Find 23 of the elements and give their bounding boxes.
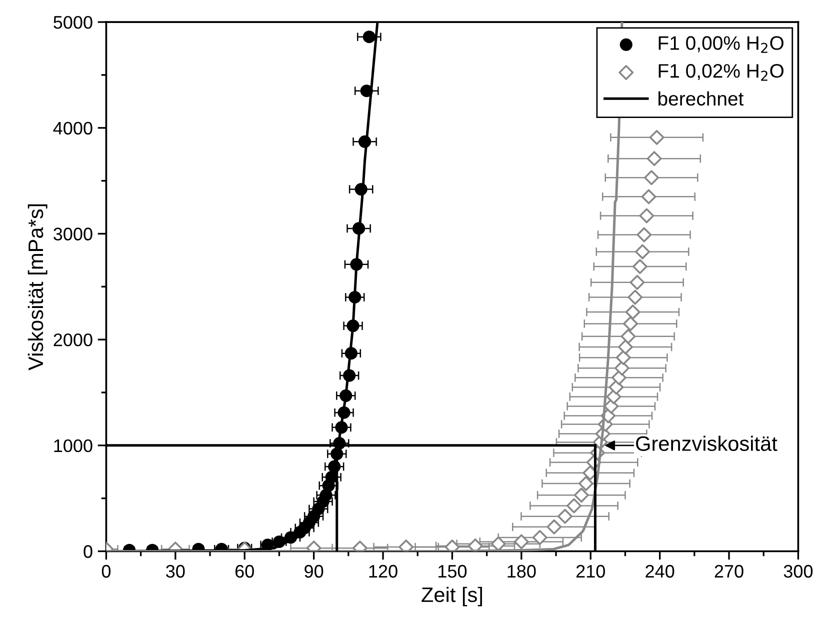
annotation: Grenzviskosität: [636, 436, 778, 451]
x-tick-label: 180: [508, 564, 536, 578]
y-tick-label: 1000: [54, 439, 92, 452]
x-tick-label: 0: [102, 564, 111, 578]
y-tick-label: 2000: [54, 334, 92, 346]
x-tick-label: 60: [235, 564, 254, 578]
y-tick-label: 3000: [54, 228, 92, 240]
legend-label: berechnet: [658, 91, 744, 106]
x-axis-title: Zeit [s]: [422, 586, 482, 606]
y-tick-label: 4000: [53, 122, 92, 135]
y-tick-label: 0: [84, 545, 92, 558]
x-tick-label: 30: [166, 564, 185, 578]
legend-label: F1 0,02% H$_{2}$O: [658, 64, 784, 81]
x-tick-label: 300: [784, 564, 813, 578]
legend-label: F1 0,00% H$_{2}$O: [658, 36, 784, 53]
x-tick-label: 270: [714, 564, 744, 578]
x-tick-label: 240: [646, 564, 674, 578]
x-tick-label: 90: [304, 564, 324, 578]
y-tick-label: 5000: [54, 16, 92, 29]
x-tick-label: 150: [438, 564, 467, 578]
y-axis-title: Viskosität [mPa*s]: [28, 204, 48, 370]
x-tick-label: 210: [576, 564, 605, 578]
x-tick-label: 120: [369, 564, 398, 578]
